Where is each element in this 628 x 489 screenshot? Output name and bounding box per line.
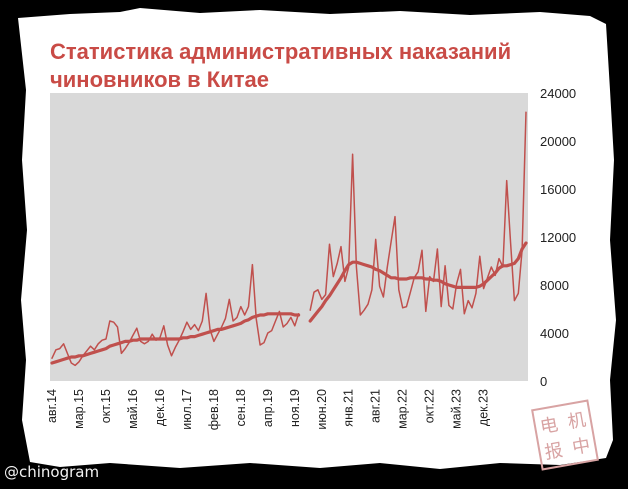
stamp-glyph: 报 <box>543 440 564 464</box>
x-tick-label: окт.22 <box>423 389 437 423</box>
y-tick-label: 24000 <box>540 86 576 101</box>
x-tick-label: янв.21 <box>342 389 356 427</box>
stamp-glyph: 中 <box>571 435 592 459</box>
series-layer <box>50 111 528 367</box>
y-tick-label: 12000 <box>540 230 576 245</box>
x-tick-label: дек.16 <box>153 389 167 426</box>
x-tick-label: май.23 <box>450 389 464 429</box>
series-line-monthly <box>51 263 300 367</box>
x-tick-label: мар.22 <box>396 389 410 429</box>
y-tick-label: 8000 <box>540 278 569 293</box>
stamp-border <box>531 399 599 471</box>
y-tick-label: 0 <box>540 374 547 389</box>
stamp-glyph: 电 <box>539 414 560 438</box>
chart-title: Статистика административных наказаний чи… <box>50 38 530 94</box>
series-line-trend <box>308 241 528 323</box>
x-tick-label: май.16 <box>126 389 140 429</box>
x-axis: авг.14 мар.15 окт.15 май.16 дек.16 июл.17 фев.… <box>45 389 491 430</box>
y-axis: 0 4000 8000 12000 16000 20000 24000 <box>540 86 576 389</box>
series-line-monthly <box>309 111 527 316</box>
x-tick-label: мар.15 <box>72 389 86 429</box>
y-tick-label: 4000 <box>540 326 569 341</box>
x-tick-label: июл.17 <box>180 389 194 430</box>
stamp-logo: 电 机 报 中 <box>531 399 599 471</box>
series-line-trend <box>50 312 301 365</box>
x-tick-label: дек.23 <box>477 389 491 426</box>
x-tick-label: ноя.19 <box>288 389 302 427</box>
x-tick-label: авг.14 <box>45 389 59 423</box>
x-tick-label: фев.18 <box>207 389 221 430</box>
x-tick-label: авг.21 <box>369 389 383 423</box>
stamp-glyph: 机 <box>566 409 587 433</box>
x-tick-label: сен.18 <box>234 389 248 427</box>
x-tick-label: июн.20 <box>315 389 329 430</box>
chart-title-line-2: чиновников в Китае <box>50 67 269 92</box>
x-tick-label: апр.19 <box>261 389 275 427</box>
watermark-handle: @chinogram <box>4 463 100 481</box>
plot-area <box>50 93 528 381</box>
y-tick-label: 20000 <box>540 134 576 149</box>
x-tick-label: окт.15 <box>99 389 113 423</box>
chart-title-line-1: Статистика административных наказаний <box>50 39 512 64</box>
y-tick-label: 16000 <box>540 182 576 197</box>
